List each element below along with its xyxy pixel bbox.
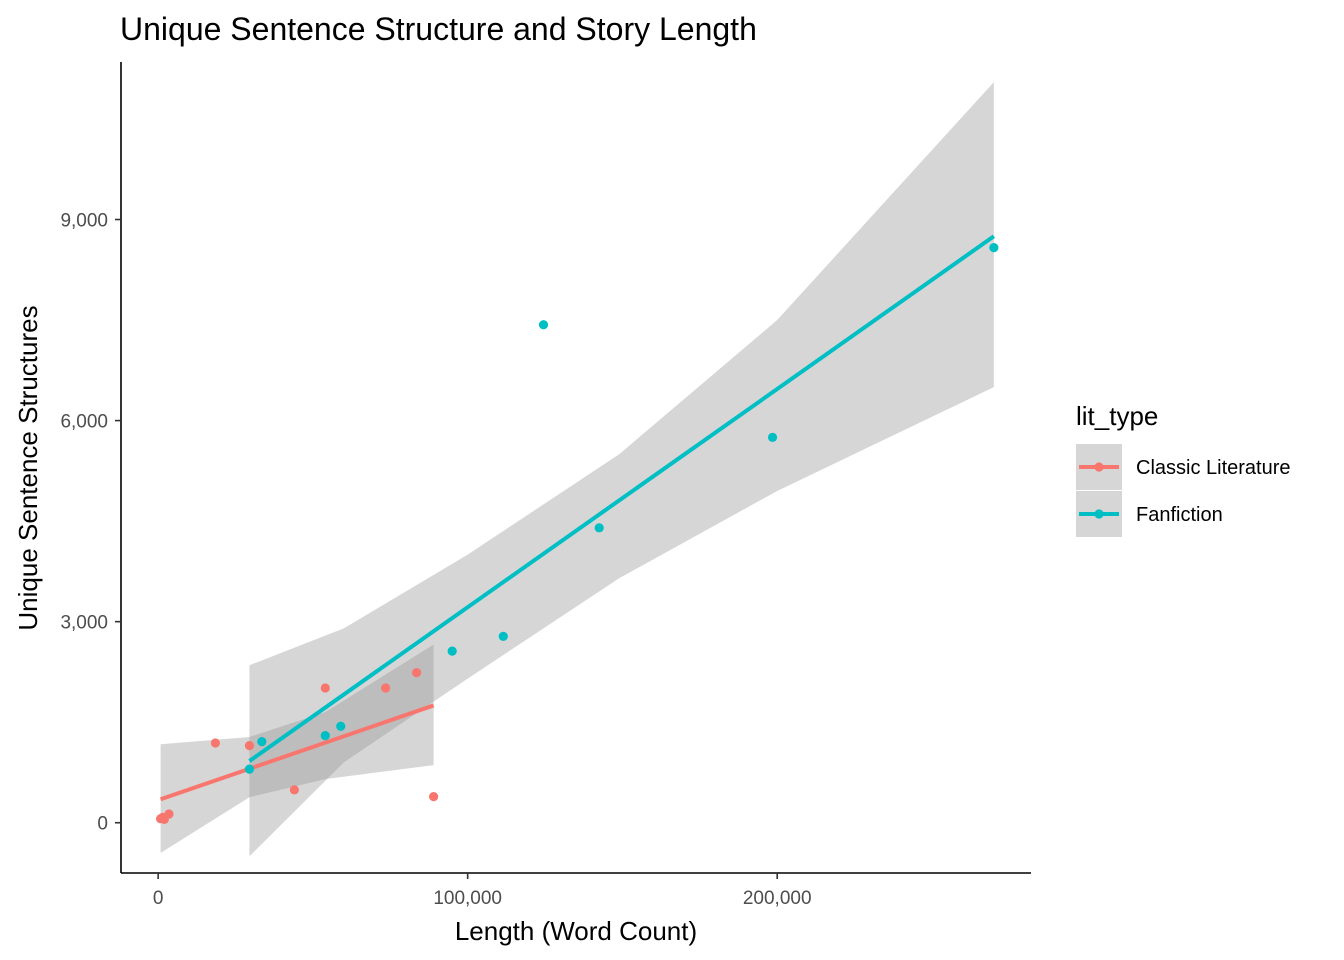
data-point-classic-literature	[320, 683, 330, 693]
legend-label-classic-literature: Classic Literature	[1136, 457, 1291, 479]
data-point-classic-literature	[289, 785, 299, 795]
data-point-classic-literature	[164, 809, 174, 819]
data-point-classic-literature	[381, 683, 391, 693]
data-point-classic-literature	[244, 741, 255, 751]
x-tick-label: 200,000	[743, 888, 812, 909]
confidence-bands	[160, 82, 994, 857]
legend-point-fanfiction	[1094, 509, 1104, 519]
chart-title: Unique Sentence Structure and Story Leng…	[120, 11, 757, 47]
y-tick-label: 3,000	[60, 613, 108, 634]
data-point-fanfiction	[498, 631, 508, 642]
data-point-fanfiction	[538, 320, 549, 330]
data-point-fanfiction	[320, 730, 330, 741]
data-point-classic-literature	[210, 738, 221, 748]
fit-line-classic-literature	[159, 703, 435, 802]
data-point-fanfiction	[257, 737, 267, 747]
data-point-fanfiction	[336, 721, 346, 731]
fit-line-fanfiction	[248, 234, 996, 763]
y-tick-label: 9,000	[60, 211, 108, 232]
data-point-fanfiction	[244, 764, 255, 774]
fit-lines	[159, 234, 996, 802]
data-point-fanfiction	[594, 523, 604, 533]
y-tick-label: 0	[97, 814, 108, 835]
legend-title: lit_type	[1076, 401, 1158, 431]
y-axis-title: Unique Sentence Structures	[13, 305, 43, 630]
data-point-fanfiction	[767, 432, 778, 442]
x-tick-label: 0	[153, 888, 164, 909]
data-points	[156, 243, 999, 824]
data-point-fanfiction	[447, 646, 457, 656]
legend: lit_type Classic Literature Fanfiction	[1076, 401, 1291, 537]
confidence-band-fanfiction	[249, 82, 994, 857]
legend-label-fanfiction: Fanfiction	[1136, 504, 1223, 526]
legend-point-classic-literature	[1094, 462, 1104, 472]
data-point-fanfiction	[989, 243, 999, 253]
data-point-classic-literature	[429, 791, 439, 802]
data-point-classic-literature	[411, 667, 422, 678]
axis-ticks: 0 100,000 200,000 0 3,000 6,000 9,000	[60, 211, 811, 909]
confidence-band-classic-literature	[160, 644, 434, 853]
y-tick-label: 6,000	[60, 412, 108, 433]
x-axis-title: Length (Word Count)	[455, 916, 697, 946]
x-tick-label: 100,000	[433, 888, 502, 909]
